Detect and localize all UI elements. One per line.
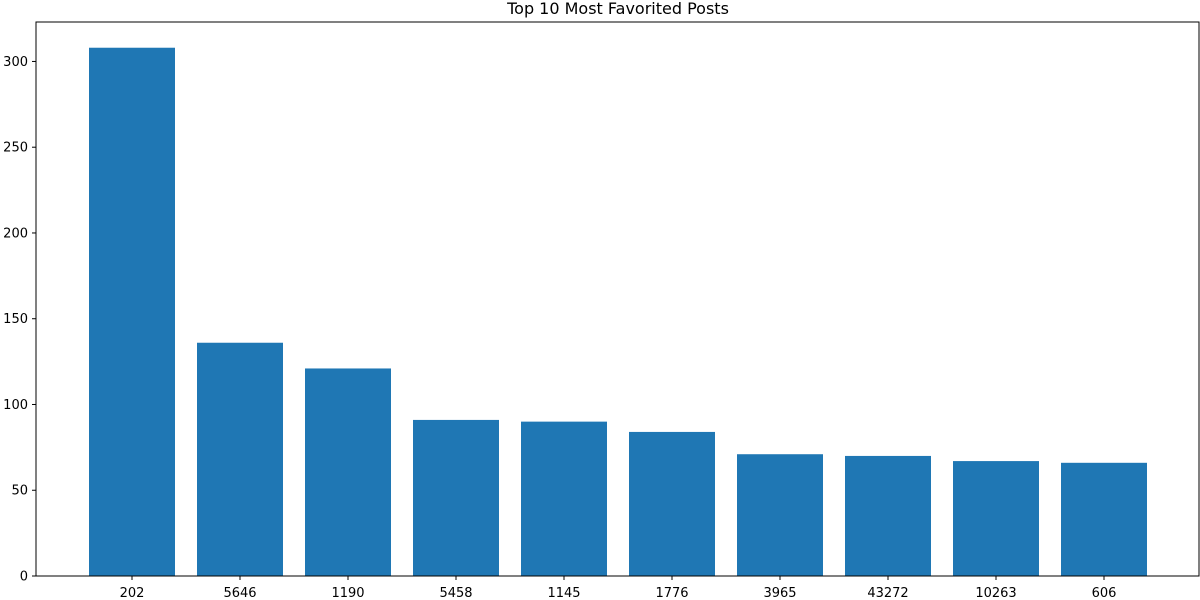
bar-202	[89, 47, 175, 577]
x-tick-label: 43272	[867, 586, 908, 600]
bar-606	[1061, 462, 1147, 576]
x-tick-label: 1145	[547, 586, 580, 600]
y-tick-label: 50	[11, 484, 28, 499]
bar-5646	[197, 342, 283, 576]
bar-10263	[953, 461, 1039, 576]
y-tick-label: 0	[20, 570, 28, 585]
x-tick-label: 606	[1092, 586, 1117, 600]
chart-title: Top 10 Most Favorited Posts	[506, 0, 729, 18]
x-tick-label: 1190	[331, 586, 364, 600]
y-tick-label: 100	[3, 398, 28, 413]
x-tick-label: 5458	[439, 586, 472, 600]
x-tick-label: 1776	[655, 586, 688, 600]
x-axis-ticks: 202 5646 1190 5458 1145 1776 3965 43272 10263 606	[120, 576, 1117, 600]
plot-frame	[35, 21, 1200, 577]
bar-43272	[845, 455, 931, 576]
bar-3965	[737, 454, 823, 576]
bar-1190	[305, 368, 391, 576]
y-tick-label: 250	[3, 141, 28, 156]
x-tick-label: 5646	[223, 586, 256, 600]
bar-5458	[413, 419, 499, 576]
bars-group	[89, 47, 1147, 577]
y-tick-label: 200	[3, 226, 28, 241]
x-tick-label: 202	[120, 586, 145, 600]
x-tick-label: 10263	[975, 586, 1016, 600]
bar-1776	[629, 431, 715, 576]
y-tick-label: 150	[3, 312, 28, 327]
y-axis-ticks: 0 50 100 150 200 250 300	[3, 55, 36, 585]
y-tick-label: 300	[3, 55, 28, 70]
bar-1145	[521, 421, 607, 576]
x-tick-label: 3965	[763, 586, 796, 600]
